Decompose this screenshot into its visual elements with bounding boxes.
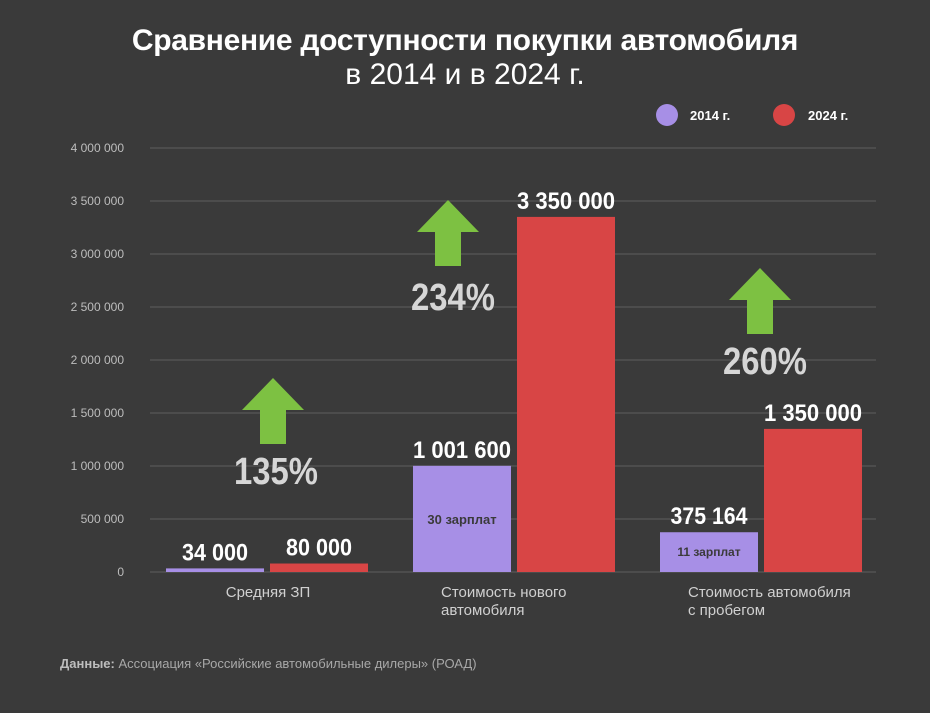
bar-inner-label: 30 зарплат <box>427 512 496 527</box>
growth-percent-label: 234% <box>411 277 495 319</box>
x-category-label: Стоимость нового <box>441 584 567 601</box>
bar <box>517 216 615 572</box>
bar-value-label: 34 000 <box>182 539 248 566</box>
bar-value-label: 3 350 000 <box>517 188 615 215</box>
growth-arrow-icon <box>417 200 479 266</box>
bar <box>166 568 264 572</box>
chart-title-block: Сравнение доступности покупки автомобиля… <box>0 24 930 92</box>
chart-title: Сравнение доступности покупки автомобиля <box>131 24 799 57</box>
bar-inner-label: 11 зарплат <box>677 545 740 559</box>
y-tick-label: 4 000 000 <box>71 141 125 155</box>
legend-marker <box>773 104 795 126</box>
bar <box>764 428 862 572</box>
y-tick-label: 500 000 <box>81 512 125 526</box>
y-tick-label: 1 000 000 <box>71 459 125 473</box>
legend-label: 2014 г. <box>690 108 730 123</box>
x-category-label: Средняя ЗП <box>226 584 310 601</box>
bar <box>660 532 758 572</box>
bar-value-label: 375 164 <box>671 503 749 530</box>
x-category-label: с пробегом <box>688 602 765 619</box>
bar <box>413 465 511 572</box>
bar-value-label: 1 350 000 <box>764 400 862 427</box>
source-label: Данные: <box>60 656 115 671</box>
source-text: Ассоциация «Российские автомобильные дил… <box>118 656 477 671</box>
source-note: Данные: Ассоциация «Российские автомобил… <box>60 656 477 671</box>
growth-arrow-icon <box>242 378 304 444</box>
y-tick-label: 3 000 000 <box>71 247 125 261</box>
x-category-label: автомобиля <box>441 602 525 619</box>
y-tick-label: 2 500 000 <box>71 300 125 314</box>
chart-subtitle: в 2014 и в 2024 г. <box>345 58 585 91</box>
y-tick-label: 3 500 000 <box>71 194 125 208</box>
y-tick-label: 0 <box>117 565 124 579</box>
legend-marker <box>656 104 678 126</box>
bar <box>270 563 368 572</box>
y-tick-label: 1 500 000 <box>71 406 125 420</box>
legend-label: 2024 г. <box>808 108 848 123</box>
y-tick-label: 2 000 000 <box>71 353 125 367</box>
bar-value-label: 1 001 600 <box>413 437 511 464</box>
growth-arrow-icon <box>729 268 791 334</box>
growth-percent-label: 135% <box>234 451 318 493</box>
x-category-label: Стоимость автомобиля <box>688 584 851 601</box>
bar-value-label: 80 000 <box>286 535 352 562</box>
growth-percent-label: 260% <box>723 341 807 383</box>
